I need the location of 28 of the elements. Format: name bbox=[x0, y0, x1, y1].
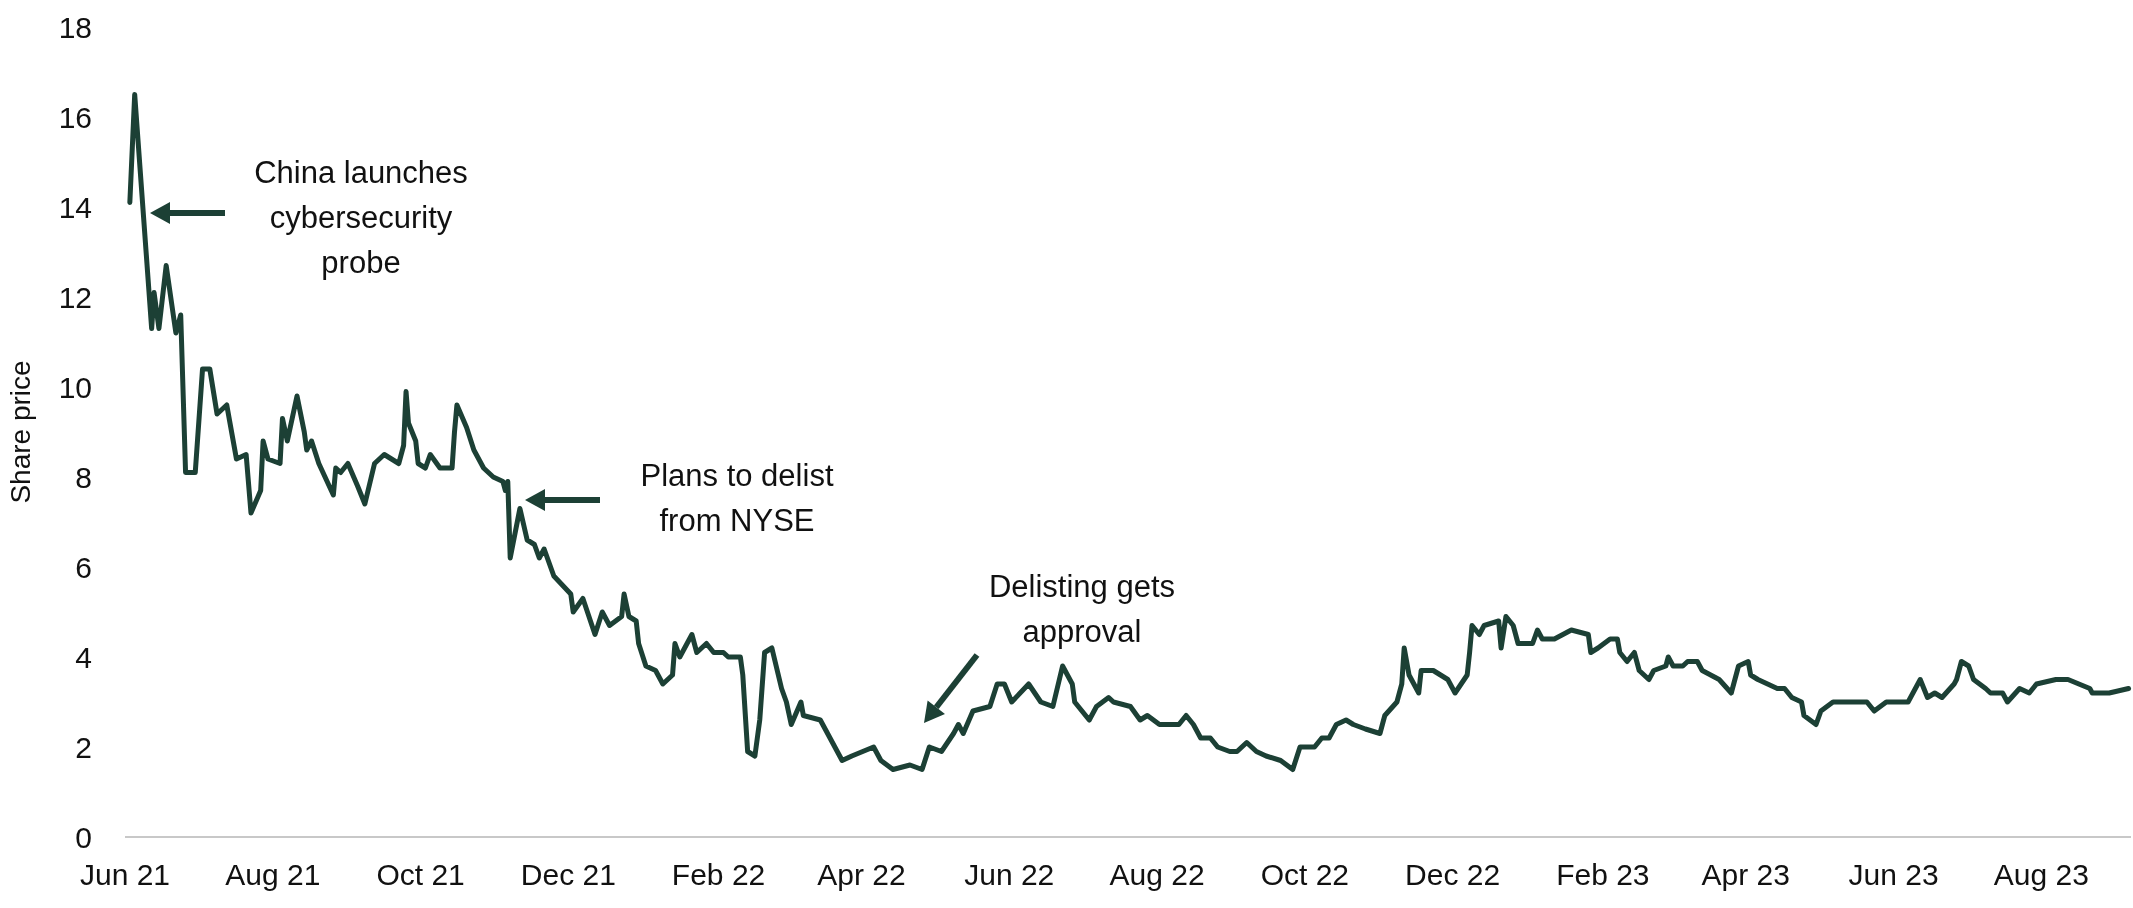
y-tick-label: 4 bbox=[75, 640, 92, 674]
x-tick-label: Oct 22 bbox=[1260, 858, 1350, 891]
x-tick-label: Feb 22 bbox=[671, 858, 766, 891]
y-tick-label: 8 bbox=[75, 460, 92, 494]
y-tick-label: 12 bbox=[58, 280, 92, 314]
x-tick-label: Aug 23 bbox=[1993, 858, 2089, 891]
x-tick-label: Feb 23 bbox=[1556, 858, 1650, 891]
y-tick-label: 2 bbox=[75, 730, 92, 764]
annotation: Plans to delist from NYSE bbox=[640, 457, 834, 538]
x-tick-label: Dec 22 bbox=[1405, 858, 1501, 891]
x-tick-label: Oct 21 bbox=[376, 858, 465, 891]
x-tick-label: Jun 22 bbox=[964, 858, 1055, 891]
x-tick-label: Apr 22 bbox=[817, 858, 906, 891]
y-axis-title: Share price bbox=[5, 360, 36, 504]
y-tick-label: 14 bbox=[58, 190, 92, 224]
y-tick-label: 6 bbox=[75, 550, 92, 584]
annotation: Delisting gets approval bbox=[988, 568, 1176, 649]
x-tick-label: Aug 22 bbox=[1109, 858, 1205, 891]
y-tick-label: 0 bbox=[75, 820, 92, 854]
x-tick-label: Apr 23 bbox=[1701, 858, 1790, 891]
x-tick-label: Jun 21 bbox=[79, 858, 171, 891]
y-tick-label: 18 bbox=[58, 10, 92, 44]
annotation: China launches cybersecurity probe bbox=[254, 154, 468, 280]
x-tick-label: Jun 23 bbox=[1848, 858, 1939, 891]
x-tick-label: Aug 21 bbox=[225, 858, 321, 891]
y-tick-label: 16 bbox=[58, 100, 92, 134]
y-tick-label: 10 bbox=[58, 370, 92, 404]
x-tick-label: Dec 21 bbox=[520, 858, 616, 891]
